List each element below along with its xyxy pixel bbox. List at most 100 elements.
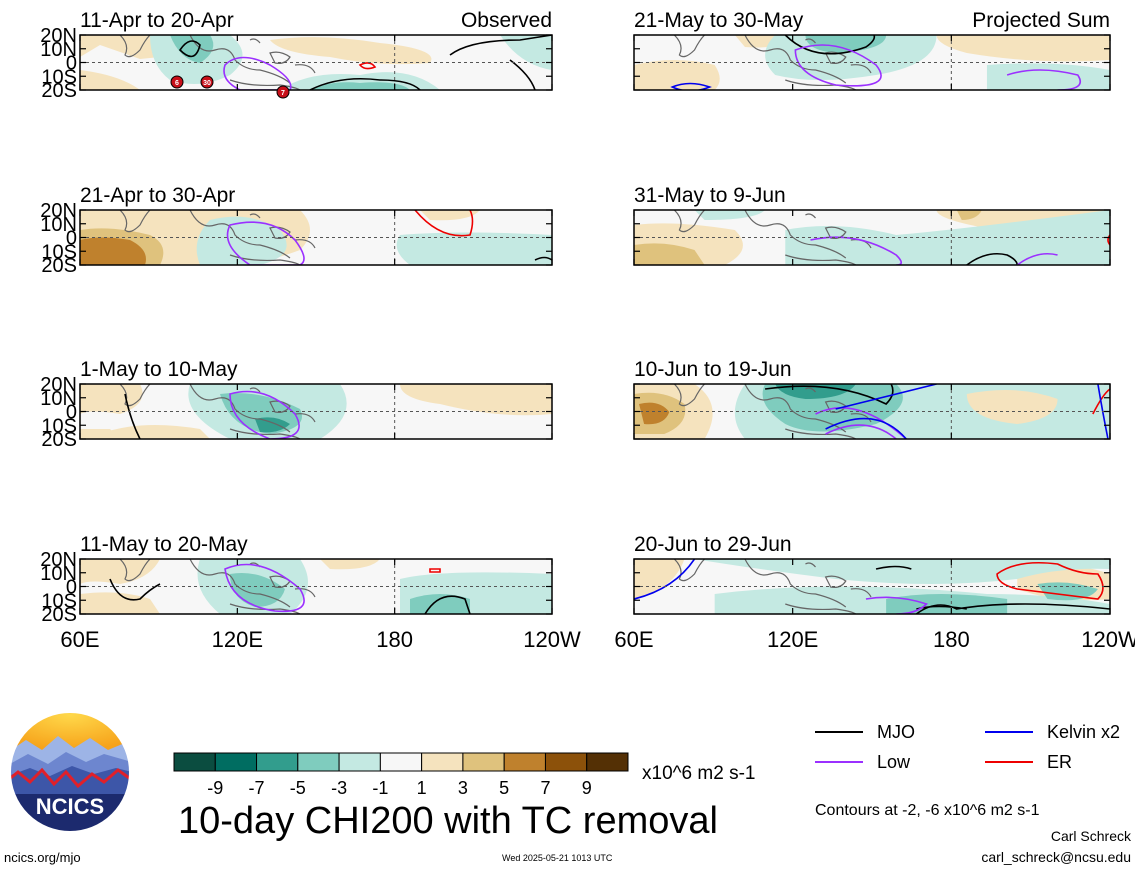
author-email: carl_schreck@ncsu.edu (981, 849, 1131, 865)
contour-line (835, 384, 937, 410)
coastline (229, 254, 301, 265)
anomaly-shading (396, 232, 552, 265)
anomaly-shading (255, 417, 290, 433)
latitude-label: 10N (40, 39, 77, 61)
coastline (785, 254, 857, 265)
contour-line (815, 407, 907, 439)
anomaly-shading (170, 35, 214, 63)
anomaly-shading (80, 384, 143, 414)
contour-line (1016, 252, 1058, 265)
colorbar: -9 -7 -5 -3 -1 1 3 5 7 9 (173, 752, 629, 798)
coastline (294, 64, 316, 74)
coastline (119, 559, 151, 582)
coastline (850, 413, 872, 423)
panel-date-label: 1-May to 10-May (80, 358, 238, 381)
anomaly-shading (310, 82, 410, 90)
anomaly-shading (694, 559, 1110, 584)
coastline (824, 226, 847, 239)
contour-line (865, 596, 928, 614)
colorbar-swatch (338, 752, 381, 772)
latitude-label: 20N (40, 549, 77, 571)
contour-line (996, 561, 1104, 600)
logo-text: NCICS (36, 794, 104, 819)
latitude-label: 0 (66, 402, 77, 424)
coastline (189, 384, 291, 433)
contour-line (534, 256, 552, 261)
anomaly-shading (80, 237, 146, 265)
contour-line (966, 252, 1019, 265)
timestamp: Wed 2025-05-21 1013 UTC (502, 853, 613, 863)
anomaly-shading (956, 210, 982, 220)
anomaly-shading (400, 384, 552, 416)
colorbar-swatch (586, 752, 629, 772)
coastline (249, 387, 261, 393)
contour-line (178, 40, 201, 58)
contour-line (875, 565, 912, 570)
contour-line (358, 62, 377, 70)
latitude-label: 20S (41, 80, 77, 102)
anomaly-shading (986, 63, 1110, 90)
site-url: ncics.org/mjo (4, 850, 81, 865)
anomaly-shading (639, 402, 670, 425)
colorbar-tick-label: -9 (207, 778, 223, 798)
coastline (119, 384, 151, 407)
colorbar-tick-label: 5 (499, 778, 509, 798)
coastline (189, 559, 291, 608)
panel-date-label: 10-Jun to 19-Jun (634, 358, 792, 381)
anomaly-shading (270, 37, 432, 65)
colorbar-swatch (379, 752, 423, 772)
longitude-label: 180 (933, 627, 970, 652)
anomaly-shading (634, 243, 705, 265)
tc-marker: 30 (200, 75, 214, 89)
coastline (805, 387, 816, 393)
coastline (269, 51, 291, 64)
latitude-label: 10S (41, 66, 77, 88)
latitude-label: 0 (66, 577, 77, 599)
coastline (805, 562, 816, 568)
anomaly-shading (500, 35, 552, 70)
panel-corner-label: Projected Sum (972, 9, 1110, 32)
colorbar-swatch (421, 752, 464, 772)
latitude-label: 20S (41, 255, 77, 277)
coastline (249, 38, 261, 44)
panel-date-label: 21-Apr to 30-Apr (80, 184, 235, 207)
latitude-label: 20N (40, 374, 77, 396)
anomaly-shading (886, 594, 1008, 614)
longitude-label: 120W (1081, 627, 1135, 652)
coastline (294, 239, 316, 249)
coastline (744, 384, 847, 433)
anomaly-shading (805, 35, 887, 53)
coastline (850, 588, 872, 598)
contour-line (309, 77, 421, 90)
colorbar-swatch (173, 752, 216, 772)
latitude-label: 10S (41, 590, 77, 612)
contour-line (1092, 388, 1110, 415)
map-panel: 10-Jun to 19-Jun (633, 358, 1111, 440)
contour-line (223, 56, 292, 90)
contour-line (424, 595, 471, 614)
latitude-label: 10N (40, 214, 77, 236)
map-panel: 11-Apr to 20-Apr Observed 6 30 7 20N10N010S20… (40, 9, 553, 102)
colorbar-swatch (544, 752, 588, 772)
colorbar-tick-label: -7 (249, 778, 265, 798)
coastline (119, 35, 151, 58)
legend-label: Low (877, 752, 911, 772)
legend-label: MJO (877, 722, 915, 742)
anomaly-shading (80, 70, 140, 90)
anomaly-shading (420, 210, 480, 221)
coastline (824, 51, 847, 64)
coastline (805, 213, 816, 219)
latitude-label: 10S (41, 415, 77, 437)
panel-corner-label: Observed (461, 9, 552, 32)
latitude-label: 0 (66, 228, 77, 250)
longitude-label: 60E (614, 627, 653, 652)
contour-legend: MJO Kelvin x2 Low ER (815, 722, 1120, 772)
contour-line (109, 578, 161, 601)
coastline (229, 79, 301, 90)
anomaly-shading (1037, 582, 1098, 601)
coastline (189, 210, 291, 259)
contour-line (825, 424, 897, 439)
colorbar-tick-label: 7 (540, 778, 550, 798)
